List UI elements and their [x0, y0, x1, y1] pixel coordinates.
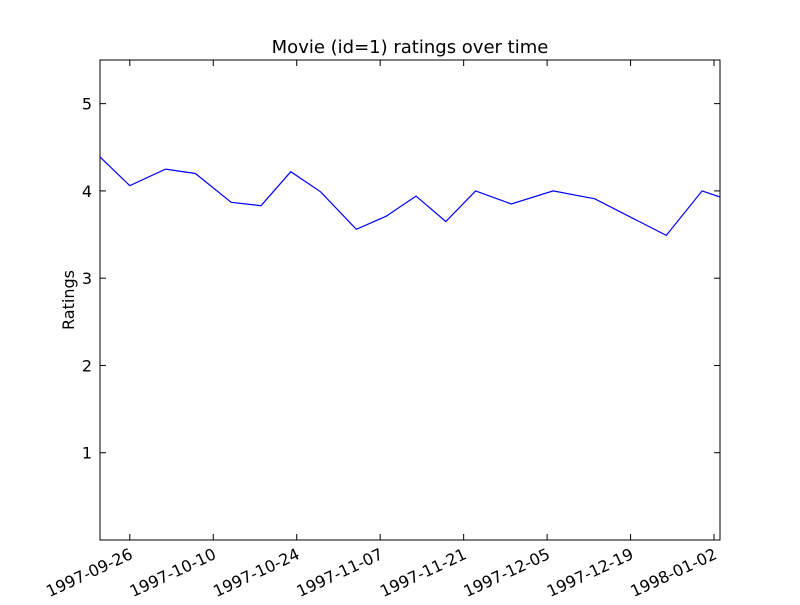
y-tick-label: 5 [82, 95, 92, 114]
chart-title: Movie (id=1) ratings over time [272, 37, 549, 58]
ratings-series-line [99, 156, 721, 237]
y-tick-label: 2 [82, 356, 92, 375]
y-axis-label: Ratings [59, 270, 78, 330]
y-tick-label: 4 [82, 182, 92, 201]
y-tick-label: 3 [82, 269, 92, 288]
plot-frame [99, 59, 721, 541]
y-tick-label: 1 [82, 444, 92, 463]
